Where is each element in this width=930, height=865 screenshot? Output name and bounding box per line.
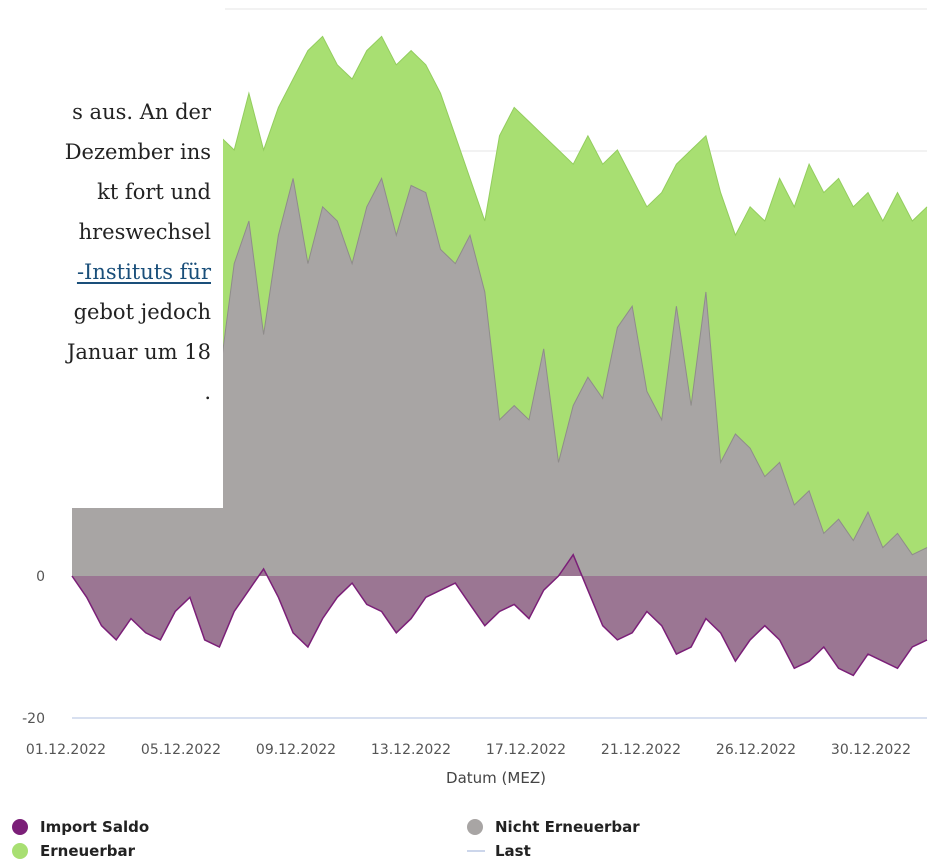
legend-marker bbox=[12, 843, 28, 859]
article-line: s aus. An der bbox=[72, 100, 211, 124]
article-line: . bbox=[204, 380, 211, 404]
article-line: Dezember ins bbox=[64, 140, 211, 164]
x-tick-label: 09.12.2022 bbox=[256, 742, 336, 758]
legend-item[interactable]: Erneuerbar bbox=[12, 842, 136, 860]
legend-label: Nicht Erneuerbar bbox=[495, 818, 640, 836]
x-tick-label: 30.12.2022 bbox=[831, 742, 911, 758]
legend-marker bbox=[12, 819, 28, 835]
article-line: gebot jedoch bbox=[73, 300, 211, 324]
series-nicht-erneuerbar-area bbox=[72, 178, 927, 576]
legend-label: Erneuerbar bbox=[40, 842, 136, 860]
legend-label: Import Saldo bbox=[40, 818, 149, 836]
x-tick-label: 13.12.2022 bbox=[371, 742, 451, 758]
article-text-fragment: s aus. An der Dezember ins kt fort und hres… bbox=[0, 0, 223, 508]
legend-label: Last bbox=[495, 842, 531, 860]
legend-item[interactable]: Import Saldo bbox=[12, 818, 149, 836]
legend: Import Saldo Erneuerbar Nicht Erneuerbar La… bbox=[12, 818, 640, 860]
legend-item[interactable]: Last bbox=[467, 842, 531, 860]
x-tick-label: 01.12.2022 bbox=[26, 742, 106, 758]
article-line: kt fort und bbox=[97, 180, 211, 204]
article-line: hreswechsel bbox=[78, 220, 211, 244]
series-import-saldo-area bbox=[72, 554, 927, 676]
y-tick-label: -20 bbox=[22, 711, 45, 727]
legend-marker bbox=[467, 819, 483, 835]
article-line: Januar um 18 bbox=[66, 340, 211, 364]
axis-layer: 0 -20 01.12.2022 05.12.2022 09.12.2022 13.12.… bbox=[22, 569, 911, 758]
x-tick-label: 26.12.2022 bbox=[716, 742, 796, 758]
x-tick-label: 17.12.2022 bbox=[486, 742, 566, 758]
x-tick-label: 21.12.2022 bbox=[601, 742, 681, 758]
y-tick-label: 0 bbox=[36, 569, 45, 585]
series-import-saldo-line bbox=[71, 553, 928, 677]
article-link[interactable]: -Instituts für bbox=[76, 260, 211, 284]
legend-item[interactable]: Nicht Erneuerbar bbox=[467, 818, 640, 836]
x-tick-label: 05.12.2022 bbox=[141, 742, 221, 758]
x-axis-label: Datum (MEZ) bbox=[446, 769, 546, 787]
